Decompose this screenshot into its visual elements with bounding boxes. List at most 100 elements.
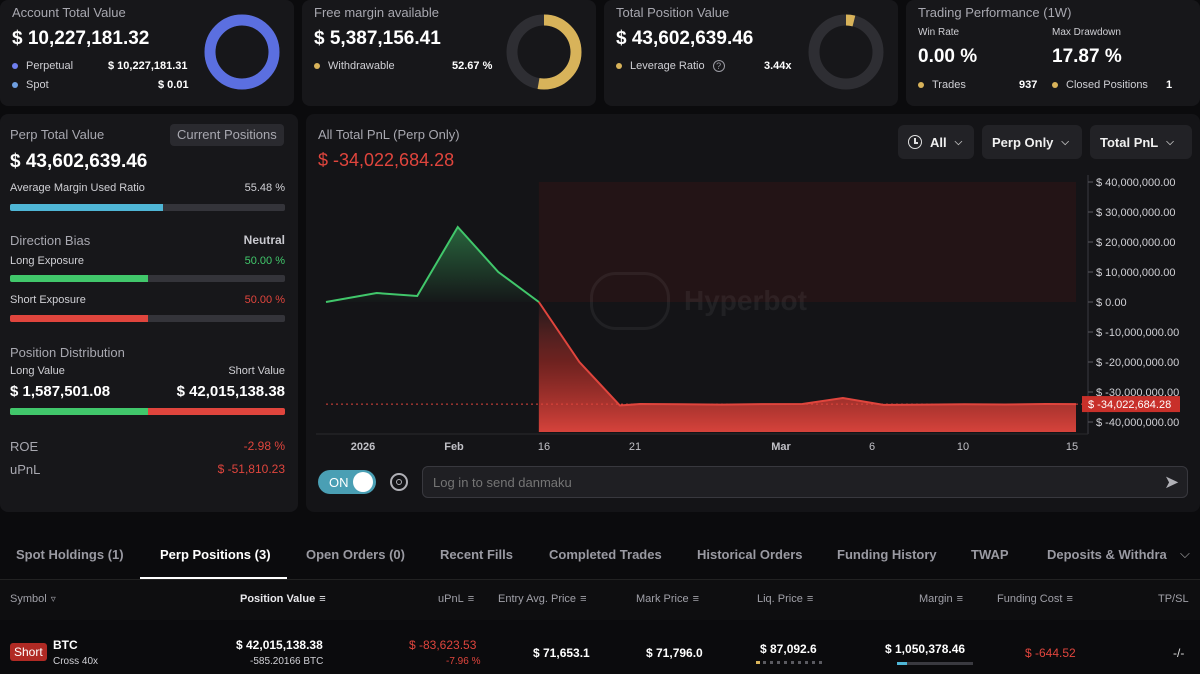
leverage-dot xyxy=(616,63,622,70)
long-value: $ 1,587,501.08 xyxy=(10,383,111,400)
tab-perp-positions[interactable]: Perp Positions (3) xyxy=(160,547,271,562)
y-tick-label: $ 40,000,000.00 xyxy=(1096,177,1176,189)
x-tick-label: 21 xyxy=(629,441,641,453)
spot-value: $ 0.01 xyxy=(158,79,189,91)
tab-spot-holdings[interactable]: Spot Holdings (1) xyxy=(16,547,124,562)
margin-donut xyxy=(506,14,582,90)
win-rate-label: Win Rate xyxy=(918,27,960,38)
pnl-chart[interactable]: $ 40,000,000.00 $ 30,000,000.00 $ 20,000,0… xyxy=(306,165,1200,465)
filter-icon: ▿ xyxy=(50,593,56,605)
filter-dropdown[interactable]: Perp Only ⌵ xyxy=(982,125,1082,159)
negative-backdrop xyxy=(538,182,1076,302)
sort-icon: ≡ xyxy=(692,593,699,605)
roe-value: -2.98 % xyxy=(243,439,285,453)
x-tick-label: Feb xyxy=(444,441,464,453)
long-exposure-bar xyxy=(10,275,285,282)
perp-summary-panel: Perp Total Value Current Positions $ 43,… xyxy=(0,114,298,512)
current-positions-button[interactable]: Current Positions xyxy=(170,124,284,146)
active-tab-underline xyxy=(140,577,287,579)
last-value-label: $ -34,022,684.28 xyxy=(1088,399,1171,411)
distribution-long-fill xyxy=(10,408,148,415)
send-icon[interactable]: ➤ xyxy=(1164,472,1180,492)
upnl-cell: $ -83,623.53 xyxy=(409,638,477,652)
short-value-label: Short Value xyxy=(228,365,285,377)
x-tick-label: 6 xyxy=(869,441,875,453)
perp-total-value: $ 43,602,639.46 xyxy=(10,151,148,172)
danmaku-toggle-label: ON xyxy=(329,475,349,490)
symbol-name[interactable]: BTC xyxy=(53,638,78,652)
withdrawable-dot xyxy=(314,63,320,70)
tab-recent-fills[interactable]: Recent Fills xyxy=(440,547,513,562)
chevron-down-icon: ⌵ xyxy=(1061,136,1070,148)
x-tick-label: 15 xyxy=(1066,441,1078,453)
tabs-more-chevron-icon[interactable]: ⌵ xyxy=(1180,546,1190,561)
x-tick-label: Mar xyxy=(771,441,791,453)
positive-area xyxy=(326,227,539,302)
sort-icon: ≡ xyxy=(580,593,587,605)
margin-ratio-bar xyxy=(10,204,285,211)
account-total-title: Account Total Value xyxy=(12,5,126,20)
account-total-card: Account Total Value $ 10,227,181.32 Perp… xyxy=(0,0,294,106)
th-mark-price[interactable]: Mark Price ≡ xyxy=(636,593,699,605)
danmaku-toggle[interactable]: ON xyxy=(318,470,376,494)
tpsl-cell: -/- xyxy=(1173,646,1185,660)
short-exposure-value: 50.00 % xyxy=(244,294,285,306)
metric-dropdown[interactable]: Total PnL ⌵ xyxy=(1090,125,1192,159)
toggle-knob xyxy=(353,472,373,492)
sort-icon: ≡ xyxy=(467,593,475,605)
free-margin-card: Free margin available $ 5,387,156.41 Wit… xyxy=(302,0,596,106)
tab-deposits-withdraw[interactable]: Deposits & Withdraw xyxy=(1047,547,1167,562)
short-exposure-label: Short Exposure xyxy=(10,294,86,306)
help-icon[interactable]: ? xyxy=(712,60,725,72)
th-margin[interactable]: Margin ≡ xyxy=(919,593,964,605)
th-tpsl: TP/SL xyxy=(1158,593,1189,605)
th-funding-cost[interactable]: Funding Cost ≡ xyxy=(997,593,1073,605)
trades-value: 937 xyxy=(1019,79,1038,91)
margin-ratio-label: Average Margin Used Ratio xyxy=(10,182,145,194)
tab-twap[interactable]: TWAP xyxy=(971,547,1009,562)
position-distribution-label: Position Distribution xyxy=(10,345,125,360)
table-row[interactable] xyxy=(0,621,1200,674)
x-tick-label: 2026 xyxy=(351,441,375,453)
leverage-label: Leverage Ratio xyxy=(630,60,705,72)
spot-dot xyxy=(12,82,18,89)
th-symbol[interactable]: Symbol ▿ xyxy=(10,593,56,605)
leverage-value: 3.44x xyxy=(764,60,792,72)
x-tick-label: 10 xyxy=(957,441,969,453)
tab-open-orders[interactable]: Open Orders (0) xyxy=(306,547,405,562)
roe-label: ROE xyxy=(10,439,39,454)
performance-title: Trading Performance (1W) xyxy=(918,5,1072,20)
tab-completed-trades[interactable]: Completed Trades xyxy=(549,547,662,562)
th-position-value[interactable]: Position Value ≡ xyxy=(240,593,326,605)
margin-cell: $ 1,050,378.46 xyxy=(885,642,966,656)
donut-segment xyxy=(204,14,280,90)
account-total-value: $ 10,227,181.32 xyxy=(12,28,150,49)
sort-icon: ≡ xyxy=(319,593,326,605)
last-value-badge xyxy=(1082,396,1180,413)
long-exposure-label: Long Exposure xyxy=(10,255,84,267)
perpetual-value: $ 10,227,181.31 xyxy=(108,60,188,72)
th-entry-price[interactable]: Entry Avg. Price ≡ xyxy=(498,593,587,605)
chart-title: All Total PnL (Perp Only) xyxy=(318,127,460,142)
range-dropdown[interactable]: All ⌵ xyxy=(898,125,974,159)
liq-price: $ 87,092.6 xyxy=(760,642,817,656)
y-tick-label: $ 0.00 xyxy=(1096,297,1127,309)
tab-funding-history[interactable]: Funding History xyxy=(837,547,937,562)
upnl-value: $ -51,810.23 xyxy=(217,462,285,476)
filter-label: Perp Only xyxy=(992,134,1054,150)
settings-gear-icon[interactable] xyxy=(390,473,408,491)
short-value: $ 42,015,138.38 xyxy=(176,383,285,400)
y-tick-label: $ -10,000,000.00 xyxy=(1096,327,1179,339)
danmaku-input[interactable] xyxy=(422,466,1188,498)
drawdown-label: Max Drawdown xyxy=(1052,27,1121,38)
spot-label: Spot xyxy=(26,79,49,91)
upnl-label: uPnL xyxy=(10,462,41,477)
tabs-bar xyxy=(0,530,1200,580)
th-upnl[interactable]: uPnL ≡ xyxy=(438,593,475,605)
tab-historical-orders[interactable]: Historical Orders xyxy=(697,547,803,562)
th-liq-price[interactable]: Liq. Price ≡ xyxy=(757,593,814,605)
closed-label: Closed Positions xyxy=(1066,79,1148,91)
win-rate-value: 0.00 % xyxy=(918,46,978,67)
range-label: All xyxy=(930,134,947,150)
liq-distance-dots xyxy=(756,661,826,664)
